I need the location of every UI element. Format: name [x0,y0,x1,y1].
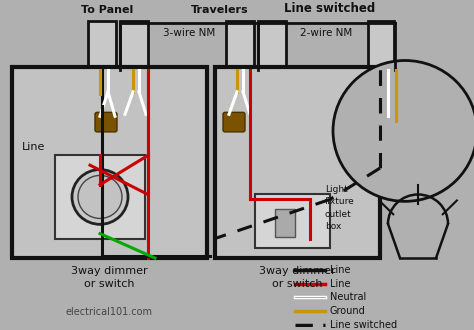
Circle shape [78,176,122,218]
Bar [226,21,254,70]
Bar [258,21,286,70]
Text: electrical101.com: electrical101.com [66,307,153,317]
Text: Line switched: Line switched [330,319,397,330]
Bar [120,21,148,70]
Bar [275,209,295,237]
Bar [255,194,330,248]
Bar [55,155,145,239]
Text: Neutral: Neutral [330,292,366,302]
Text: Line: Line [22,143,46,152]
Text: 3-wire NM: 3-wire NM [163,28,215,38]
Text: Line switched: Line switched [284,3,375,16]
Text: 3way dimmer
or switch: 3way dimmer or switch [259,266,336,289]
Text: Light
fixture
outlet
box: Light fixture outlet box [325,185,355,231]
Text: Travelers: Travelers [191,6,249,16]
Bar [215,67,380,258]
Text: 2-wire NM: 2-wire NM [300,28,352,38]
Circle shape [333,60,474,201]
Text: 3way dimmer
or switch: 3way dimmer or switch [71,266,148,289]
Text: Ground: Ground [330,306,366,316]
Text: Line: Line [330,265,350,275]
FancyBboxPatch shape [95,112,117,132]
FancyBboxPatch shape [223,112,245,132]
Text: To Panel: To Panel [81,6,133,16]
Bar [368,21,394,70]
Bar [12,67,207,258]
Circle shape [72,170,128,224]
Bar [88,21,116,70]
Text: Line: Line [330,279,350,288]
